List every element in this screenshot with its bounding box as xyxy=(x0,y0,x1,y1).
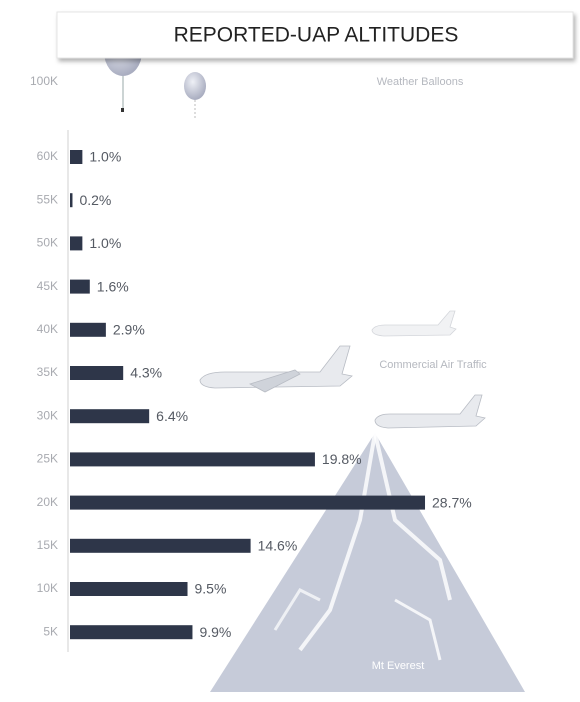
value-label: 1.0% xyxy=(89,149,121,165)
bar xyxy=(70,236,83,251)
y-tick-label: 55K xyxy=(37,192,58,206)
bar xyxy=(70,193,73,208)
value-label: 14.6% xyxy=(258,538,298,554)
bar xyxy=(70,582,188,596)
bar xyxy=(70,322,106,337)
value-label: 9.9% xyxy=(199,624,231,640)
airplane xyxy=(199,310,486,429)
y-tick-label: 20K xyxy=(37,495,58,509)
y-tick-label: 10K xyxy=(37,581,58,595)
y-tick-label: 100K xyxy=(30,74,58,88)
bar xyxy=(70,150,83,164)
annotation: Commercial Air Traffic xyxy=(379,359,487,371)
y-tick-label: 50K xyxy=(37,236,58,250)
bar xyxy=(70,495,426,510)
value-label: 0.2% xyxy=(79,192,111,208)
bar xyxy=(70,625,193,640)
y-tick-label: 35K xyxy=(37,365,58,379)
annotation: Mt Everest xyxy=(372,660,425,672)
value-label: 4.3% xyxy=(130,365,162,381)
y-tick-label: 25K xyxy=(37,452,58,466)
bar xyxy=(70,366,124,380)
value-label: 1.6% xyxy=(97,278,129,294)
value-label: 1.0% xyxy=(89,235,121,251)
y-tick-label: 15K xyxy=(37,538,58,552)
y-tick-label: 45K xyxy=(37,279,58,293)
value-label: 2.9% xyxy=(113,322,145,338)
bar xyxy=(70,409,150,424)
value-label: 19.8% xyxy=(322,451,362,467)
y-tick-label: 40K xyxy=(37,322,58,336)
title-box xyxy=(56,11,574,59)
mountain xyxy=(210,432,525,692)
y-tick-label: 5K xyxy=(43,624,58,638)
bar xyxy=(70,452,315,467)
chart-title: REPORTED-UAP ALTITUDES xyxy=(174,24,459,47)
y-tick-label: 30K xyxy=(37,408,58,422)
value-label: 9.5% xyxy=(195,581,227,597)
y-tick-label: 60K xyxy=(37,149,58,163)
bar xyxy=(70,279,90,294)
value-label: 28.7% xyxy=(432,494,472,510)
annotation: Weather Balloons xyxy=(377,76,464,88)
bar xyxy=(70,538,251,553)
value-label: 6.4% xyxy=(156,408,188,424)
